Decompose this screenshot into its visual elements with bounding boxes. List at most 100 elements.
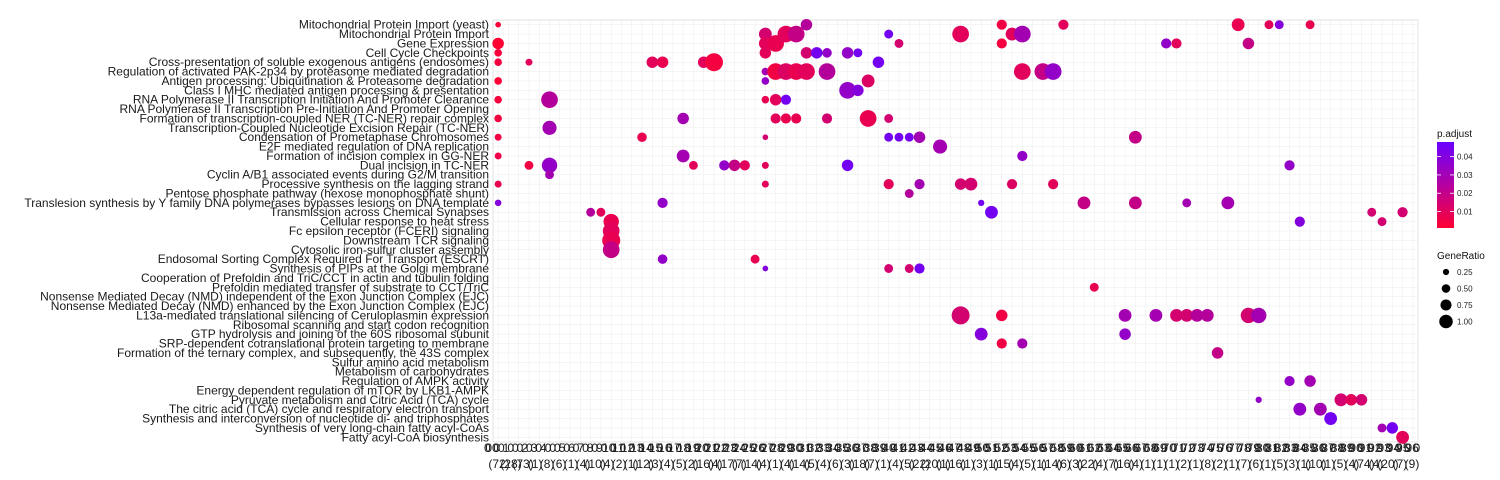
data-point xyxy=(494,180,502,188)
data-point xyxy=(656,56,669,68)
x-tick-label: 0 xyxy=(1180,441,1187,455)
data-point xyxy=(750,254,760,264)
x-tick-label-count: (16) xyxy=(693,457,714,471)
x-tick-label: 71 xyxy=(1172,441,1186,455)
y-tick-label: Prefoldin mediated transfer of substrate… xyxy=(212,280,489,294)
data-point xyxy=(1013,63,1031,80)
data-point xyxy=(1161,38,1172,49)
data-point xyxy=(1345,394,1357,406)
x-tick-label: 29 xyxy=(780,441,794,455)
y-tick-label: L13a-mediated translational silencing of… xyxy=(136,308,489,322)
x-tick-label: 0 xyxy=(1404,441,1411,455)
x-tick-label: 52 xyxy=(994,441,1008,455)
data-point xyxy=(1255,396,1262,403)
y-tick-label: The citric acid (TCA) cycle and respirat… xyxy=(169,402,490,416)
x-tick-label-count: (8) xyxy=(1200,457,1215,471)
x-tick-label: 30 xyxy=(789,441,803,455)
data-point xyxy=(839,81,856,99)
x-tick-label-count: (3) xyxy=(972,457,987,471)
x-tick-label: 0 xyxy=(554,441,561,455)
x-tick-label: 65 xyxy=(1116,441,1130,455)
x-tick-label: 21 xyxy=(705,441,719,455)
x-tick-label-count: (18) xyxy=(849,457,870,471)
data-point xyxy=(541,91,558,109)
x-tick-label: 78 xyxy=(1237,441,1251,455)
y-tick-label: Pyruvate metabolism and Citric Acid (TCA… xyxy=(231,393,489,407)
x-tick-label: 95 xyxy=(1396,441,1410,455)
x-tick-label: 0 xyxy=(507,441,514,455)
x-tick-label: 10 xyxy=(602,441,616,455)
x-tick-label-count: (1) xyxy=(1032,457,1047,471)
x-tick-label: 0 xyxy=(797,441,804,455)
x-tick-label-count: (14) xyxy=(1041,457,1062,471)
x-tick-label: 0 xyxy=(741,441,748,455)
x-tick-label: 31 xyxy=(798,441,812,455)
data-point xyxy=(495,21,501,28)
x-tick-label: 0 xyxy=(1236,441,1243,455)
data-point xyxy=(1386,422,1399,434)
x-tick-label-count: (12) xyxy=(632,457,653,471)
x-tick-label: 74 xyxy=(1200,441,1214,455)
x-tick-label: 91 xyxy=(1359,441,1373,455)
x-tick-label: 0 xyxy=(1376,441,1383,455)
data-point xyxy=(883,179,894,190)
data-point xyxy=(1367,207,1377,217)
x-tick-label: 6 xyxy=(568,441,575,455)
data-point xyxy=(852,84,864,97)
x-tick-label: 0 xyxy=(1329,441,1336,455)
x-tick-label-count: (5) xyxy=(1020,457,1035,471)
data-point xyxy=(602,241,620,259)
data-point xyxy=(933,139,948,154)
data-point xyxy=(787,25,805,43)
data-point xyxy=(1211,347,1224,359)
data-point xyxy=(728,159,741,172)
data-point xyxy=(811,47,823,59)
x-tick-label: 22 xyxy=(714,441,728,455)
data-point xyxy=(770,113,781,124)
x-tick-label-count: (6) xyxy=(828,457,843,471)
x-tick-label: 89 xyxy=(1340,441,1354,455)
data-point xyxy=(719,160,730,171)
data-point xyxy=(791,113,802,124)
data-point xyxy=(1377,423,1387,433)
y-tick-label: Formation of transcription-coupled NER (… xyxy=(140,111,489,125)
x-tick-label: 0 xyxy=(619,441,626,455)
x-tick-label: 0 xyxy=(853,441,860,455)
y-tick-label: RNA Polymerase II Transcription Pre-Init… xyxy=(119,102,489,116)
data-point xyxy=(1397,207,1408,218)
data-point xyxy=(657,197,668,208)
x-tick-label: 0 xyxy=(1339,441,1346,455)
x-tick-label: 33 xyxy=(817,441,831,455)
data-point xyxy=(818,63,836,80)
x-tick-label: 35 xyxy=(836,441,850,455)
data-point xyxy=(1077,196,1091,210)
x-tick-label: 0 xyxy=(1105,441,1112,455)
x-tick-label-count: (7) xyxy=(864,457,879,471)
x-tick-label-count: (10) xyxy=(1305,457,1326,471)
x-tick-label: 0 xyxy=(1189,441,1196,455)
y-tick-label: Fc epsilon receptor (FCERI) signaling xyxy=(289,224,489,238)
x-tick-label-count: (4) xyxy=(1008,457,1023,471)
x-tick-label: 0 xyxy=(778,441,785,455)
x-tick-label: 0 xyxy=(974,441,981,455)
x-tick-label: 0 xyxy=(1087,441,1094,455)
data-point xyxy=(1182,198,1192,208)
x-tick-label-count: (20) xyxy=(1377,457,1398,471)
x-tick-label-count: (1) xyxy=(528,457,543,471)
y-tick-label: Mitochondrial Protein Import (yeast) xyxy=(299,18,489,32)
data-point xyxy=(996,19,1007,30)
x-tick-label: 55 xyxy=(1022,441,1036,455)
x-tick-label: 90 xyxy=(1349,441,1363,455)
data-point xyxy=(1048,179,1059,190)
y-tick-label: Translesion synthesis by Y family DNA po… xyxy=(24,196,489,210)
x-tick-label: 41 xyxy=(892,441,906,455)
x-tick-label: 0 xyxy=(610,441,617,455)
data-point xyxy=(841,47,854,59)
x-tick-label: 66 xyxy=(1125,441,1139,455)
x-tick-label: 24 xyxy=(733,441,747,455)
data-point xyxy=(688,160,698,170)
y-tick-label: Formation of incision complex in GG-NER xyxy=(266,149,489,163)
data-point xyxy=(894,132,904,142)
x-tick-label-count: (73) xyxy=(512,457,533,471)
